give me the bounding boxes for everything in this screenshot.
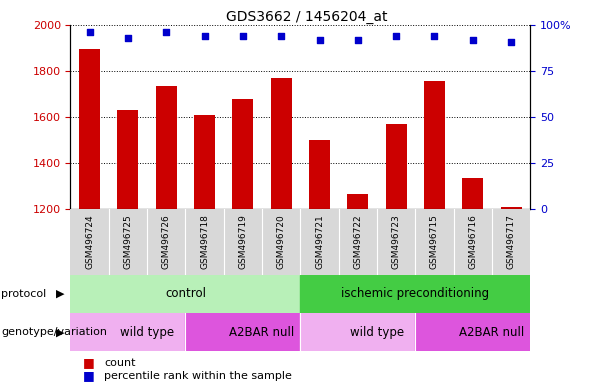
Point [468,36,478,43]
Text: GSM496725: GSM496725 [123,215,132,269]
Bar [462,178,483,209]
Bar [386,124,406,209]
Text: count: count [104,358,135,368]
Text: GSM496715: GSM496715 [430,215,439,269]
Point [276,33,286,39]
Point [85,29,94,35]
Point [161,29,171,35]
Bar [309,140,330,209]
Text: protocol: protocol [1,289,47,299]
Text: GDS3662 / 1456204_at: GDS3662 / 1456204_at [226,10,387,23]
Text: wild type: wild type [350,326,404,339]
Bar [79,49,100,209]
Text: A2BAR null: A2BAR null [229,326,295,339]
Text: GSM496723: GSM496723 [392,215,401,269]
Bar [232,99,253,209]
Text: ▶: ▶ [56,289,64,299]
Point [314,36,324,43]
Point [430,33,440,39]
Text: GSM496724: GSM496724 [85,215,94,269]
Text: genotype/variation: genotype/variation [1,327,107,337]
Text: GSM496726: GSM496726 [162,215,171,269]
Point [353,36,363,43]
Bar [118,110,139,209]
Text: GSM496720: GSM496720 [276,215,286,269]
Point [200,33,210,39]
Bar [501,207,522,209]
Text: GSM496717: GSM496717 [506,215,516,269]
Point [238,33,248,39]
Bar [156,86,177,209]
Bar [300,275,530,313]
Bar [70,275,300,313]
Point [506,38,516,45]
Bar [416,313,530,351]
Text: control: control [165,287,206,300]
Text: ■: ■ [83,369,94,382]
Text: ■: ■ [83,356,94,369]
Bar [348,194,368,209]
Text: ischemic preconditioning: ischemic preconditioning [341,287,489,300]
Text: GSM496718: GSM496718 [200,215,209,269]
Bar [271,78,292,209]
Text: GSM496719: GSM496719 [238,215,248,269]
Text: GSM496721: GSM496721 [315,215,324,269]
Text: wild type: wild type [120,326,174,339]
Text: GSM496716: GSM496716 [468,215,478,269]
Text: GSM496722: GSM496722 [353,215,362,269]
Bar [300,313,416,351]
Point [123,35,133,41]
Bar [194,115,215,209]
Text: A2BAR null: A2BAR null [459,326,525,339]
Bar [186,313,300,351]
Point [391,33,401,39]
Bar [424,81,445,209]
Bar [70,313,186,351]
Text: ▶: ▶ [56,327,64,337]
Text: percentile rank within the sample: percentile rank within the sample [104,371,292,381]
